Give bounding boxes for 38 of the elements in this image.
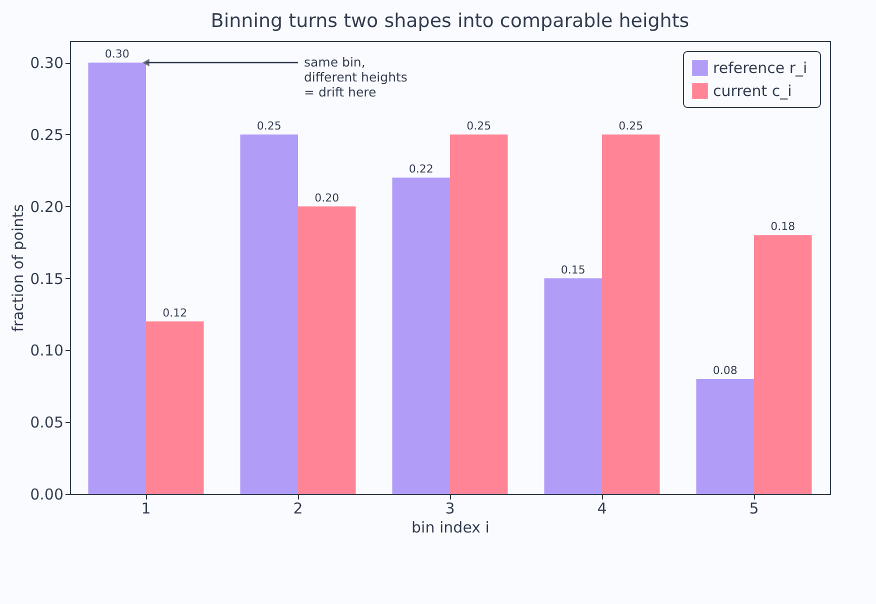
x-tick-label: 1	[141, 500, 151, 518]
data-label: 0.20	[314, 191, 340, 204]
bar	[392, 178, 450, 494]
x-tick-label: 5	[749, 500, 759, 518]
x-tick-label: 2	[293, 500, 303, 518]
bar	[602, 134, 660, 494]
data-label: 0.25	[618, 119, 644, 132]
legend-label: reference r_i	[713, 59, 808, 77]
y-tick-label: 0.20	[30, 198, 64, 216]
data-label: 0.25	[256, 119, 282, 132]
x-tick-label: 4	[597, 500, 607, 518]
data-label: 0.22	[408, 162, 434, 176]
x-axis-title: bin index i	[412, 518, 490, 536]
bar	[450, 134, 508, 494]
y-tick-label: 0.25	[30, 126, 64, 144]
y-tick-label: 0.05	[30, 414, 64, 432]
y-tick-label: 0.30	[30, 54, 64, 72]
y-tick-label: 0.00	[30, 486, 64, 504]
y-tick-label: 0.15	[30, 270, 64, 288]
data-label: 0.25	[466, 119, 492, 132]
bar	[696, 378, 754, 494]
bar	[298, 206, 356, 494]
data-label: 0.15	[560, 263, 586, 276]
bar	[754, 235, 812, 494]
data-label: 0.12	[162, 306, 188, 320]
legend-label: current c_i	[713, 82, 792, 100]
y-axis-title: fraction of points	[9, 204, 28, 332]
bar	[544, 278, 602, 494]
annotation: same bin, different heights = drift here	[304, 54, 408, 100]
data-label: 0.08	[712, 364, 738, 377]
y-tick-label: 0.10	[30, 342, 64, 360]
bar	[240, 134, 298, 494]
chart-title: Binning turns two shapes into comparable heights	[210, 10, 690, 32]
data-label: 0.18	[770, 220, 796, 234]
x-tick-label: 3	[445, 500, 455, 518]
data-label: 0.30	[104, 48, 130, 61]
bar	[88, 62, 146, 494]
bar	[146, 321, 204, 494]
